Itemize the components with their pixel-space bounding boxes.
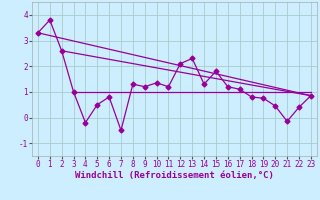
X-axis label: Windchill (Refroidissement éolien,°C): Windchill (Refroidissement éolien,°C) <box>75 171 274 180</box>
